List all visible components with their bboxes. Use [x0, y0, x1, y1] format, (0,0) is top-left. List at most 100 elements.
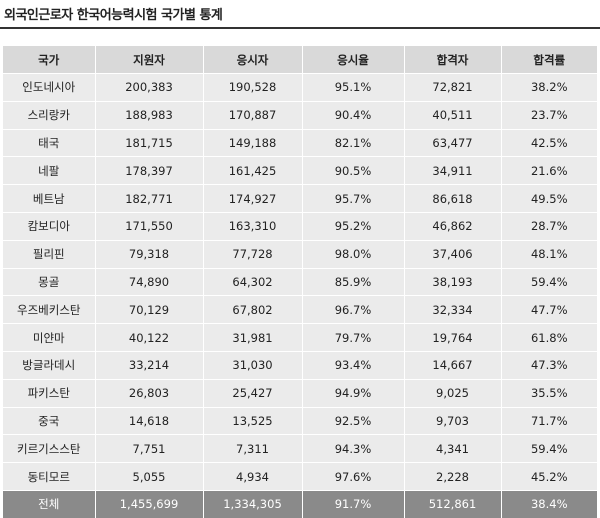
cell-attendance-rate: 90.4%: [302, 101, 405, 130]
cell-examinees: 190,528: [203, 73, 303, 102]
table-row: 키르기스스탄 7,751 7,311 94.3% 4,341 59.4%: [3, 434, 597, 464]
cell-pass-rate: 28.7%: [501, 212, 597, 241]
cell-applicants: 14,618: [95, 407, 204, 436]
cell-attendance-rate: 94.3%: [302, 434, 405, 464]
cell-pass-rate: 21.6%: [501, 156, 597, 186]
table-row: 필리핀 79,318 77,728 98.0% 37,406 48.1%: [3, 240, 597, 269]
header-examinees: 응시자: [203, 46, 303, 74]
table-header: 국가 지원자 응시자 응시율 합격자 합격률: [3, 46, 597, 74]
cell-passers: 63,477: [404, 129, 502, 158]
cell-attendance-rate: 92.5%: [302, 407, 405, 436]
cell-pass-rate: 45.2%: [501, 462, 597, 491]
cell-country: 태국: [3, 129, 96, 158]
cell-examinees: 4,934: [203, 462, 303, 491]
total-row: 전체 1,455,699 1,334,305 91.7% 512,861 38.…: [3, 490, 597, 518]
cell-attendance-rate: 94.9%: [302, 379, 405, 408]
cell-examinees: 174,927: [203, 184, 303, 213]
total-label: 전체: [3, 490, 96, 518]
cell-examinees: 161,425: [203, 156, 303, 186]
cell-applicants: 181,715: [95, 129, 204, 158]
cell-attendance-rate: 85.9%: [302, 268, 405, 297]
table-row: 동티모르 5,055 4,934 97.6% 2,228 45.2%: [3, 462, 597, 491]
statistics-table: 국가 지원자 응시자 응시율 합격자 합격률 인도네시아 200,383 190,5…: [3, 46, 597, 518]
cell-country: 동티모르: [3, 462, 96, 491]
cell-attendance-rate: 79.7%: [302, 323, 405, 352]
cell-applicants: 74,890: [95, 268, 204, 297]
cell-country: 미얀마: [3, 323, 96, 352]
table-row: 네팔 178,397 161,425 90.5% 34,911 21.6%: [3, 156, 597, 186]
header-pass-rate: 합격률: [501, 46, 597, 74]
cell-country: 베트남: [3, 184, 96, 213]
cell-applicants: 79,318: [95, 240, 204, 269]
table-row: 미얀마 40,122 31,981 79.7% 19,764 61.8%: [3, 323, 597, 352]
cell-passers: 34,911: [404, 156, 502, 186]
cell-attendance-rate: 98.0%: [302, 240, 405, 269]
cell-examinees: 31,030: [203, 351, 303, 380]
cell-passers: 37,406: [404, 240, 502, 269]
cell-country: 필리핀: [3, 240, 96, 269]
cell-country: 캄보디아: [3, 212, 96, 241]
cell-examinees: 31,981: [203, 323, 303, 352]
cell-applicants: 70,129: [95, 295, 204, 325]
page-title: 외국인근로자 한국어능력시험 국가별 통계: [4, 8, 223, 23]
cell-passers: 38,193: [404, 268, 502, 297]
cell-examinees: 25,427: [203, 379, 303, 408]
cell-attendance-rate: 95.2%: [302, 212, 405, 241]
cell-examinees: 170,887: [203, 101, 303, 130]
header-applicants: 지원자: [95, 46, 204, 74]
cell-passers: 40,511: [404, 101, 502, 130]
cell-pass-rate: 35.5%: [501, 379, 597, 408]
cell-pass-rate: 42.5%: [501, 129, 597, 158]
cell-pass-rate: 49.5%: [501, 184, 597, 213]
cell-applicants: 178,397: [95, 156, 204, 186]
total-attendance-rate: 91.7%: [302, 490, 405, 518]
cell-attendance-rate: 90.5%: [302, 156, 405, 186]
table-footer: 전체 1,455,699 1,334,305 91.7% 512,861 38.…: [3, 490, 597, 518]
cell-passers: 32,334: [404, 295, 502, 325]
cell-country: 인도네시아: [3, 73, 96, 102]
cell-attendance-rate: 82.1%: [302, 129, 405, 158]
cell-pass-rate: 71.7%: [501, 407, 597, 436]
cell-pass-rate: 47.7%: [501, 295, 597, 325]
cell-pass-rate: 47.3%: [501, 351, 597, 380]
cell-pass-rate: 61.8%: [501, 323, 597, 352]
table-row: 캄보디아 171,550 163,310 95.2% 46,862 28.7%: [3, 212, 597, 241]
cell-applicants: 200,383: [95, 73, 204, 102]
cell-applicants: 182,771: [95, 184, 204, 213]
cell-passers: 9,703: [404, 407, 502, 436]
cell-examinees: 64,302: [203, 268, 303, 297]
cell-passers: 2,228: [404, 462, 502, 491]
cell-pass-rate: 38.2%: [501, 73, 597, 102]
cell-country: 몽골: [3, 268, 96, 297]
cell-country: 스리랑카: [3, 101, 96, 130]
table-row: 파키스탄 26,803 25,427 94.9% 9,025 35.5%: [3, 379, 597, 408]
header-attendance-rate: 응시율: [302, 46, 405, 74]
cell-country: 중국: [3, 407, 96, 436]
cell-attendance-rate: 93.4%: [302, 351, 405, 380]
cell-attendance-rate: 95.1%: [302, 73, 405, 102]
table-row: 방글라데시 33,214 31,030 93.4% 14,667 47.3%: [3, 351, 597, 380]
cell-passers: 72,821: [404, 73, 502, 102]
cell-examinees: 67,802: [203, 295, 303, 325]
cell-passers: 86,618: [404, 184, 502, 213]
header-row: 국가 지원자 응시자 응시율 합격자 합격률: [3, 46, 597, 74]
table-row: 중국 14,618 13,525 92.5% 9,703 71.7%: [3, 407, 597, 436]
cell-applicants: 171,550: [95, 212, 204, 241]
title-bar: 외국인근로자 한국어능력시험 국가별 통계: [0, 0, 600, 30]
cell-examinees: 149,188: [203, 129, 303, 158]
cell-examinees: 13,525: [203, 407, 303, 436]
cell-passers: 19,764: [404, 323, 502, 352]
cell-applicants: 40,122: [95, 323, 204, 352]
total-passers: 512,861: [404, 490, 502, 518]
table-body: 인도네시아 200,383 190,528 95.1% 72,821 38.2% 스리랑카 1…: [3, 73, 597, 491]
table-row: 스리랑카 188,983 170,887 90.4% 40,511 23.7%: [3, 101, 597, 130]
total-pass-rate: 38.4%: [501, 490, 597, 518]
cell-applicants: 188,983: [95, 101, 204, 130]
cell-attendance-rate: 97.6%: [302, 462, 405, 491]
header-country: 국가: [3, 46, 96, 74]
table-row: 베트남 182,771 174,927 95.7% 86,618 49.5%: [3, 184, 597, 213]
cell-applicants: 26,803: [95, 379, 204, 408]
cell-country: 네팔: [3, 156, 96, 186]
cell-examinees: 163,310: [203, 212, 303, 241]
table-row: 우즈베키스탄 70,129 67,802 96.7% 32,334 47.7%: [3, 295, 597, 325]
